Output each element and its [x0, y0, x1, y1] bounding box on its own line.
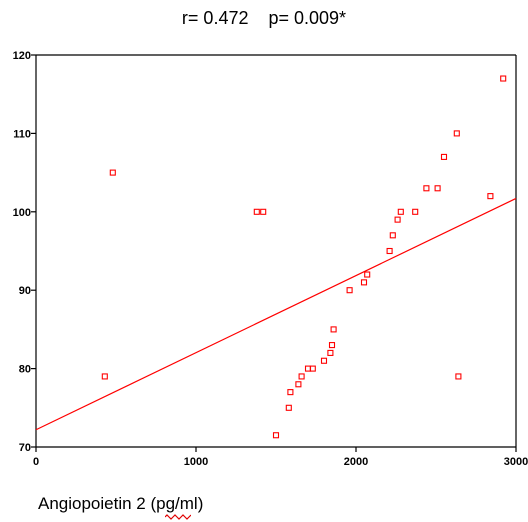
x-tick-label: 2000 [344, 456, 368, 468]
data-point [500, 75, 507, 82]
data-point [360, 279, 368, 286]
axes [35, 54, 517, 448]
x-tick-label: 3000 [504, 456, 528, 468]
spellcheck-squiggle [165, 514, 191, 520]
data-point [455, 373, 462, 380]
data-point [327, 349, 334, 356]
y-tick-label: 80 [19, 364, 31, 376]
data-point [285, 404, 292, 411]
data-point [364, 271, 371, 278]
regression-layer [35, 197, 517, 431]
data-point [434, 185, 441, 192]
data-point [386, 247, 393, 255]
chart-title: r= 0.472 p= 0.009* [181, 8, 347, 28]
tick-layer: 0 1000 2000 3000 70 80 90 100 110 120 [13, 50, 528, 468]
y-tick-label: 100 [13, 207, 31, 219]
data-point [397, 208, 404, 215]
data-point [109, 169, 116, 176]
points-layer [101, 75, 507, 439]
data-point [295, 381, 302, 388]
y-tick-label: 120 [13, 50, 31, 62]
x-tick-label: 1000 [184, 456, 208, 468]
x-tick-label: 0 [33, 456, 39, 468]
data-point [260, 208, 267, 215]
data-point [389, 232, 396, 239]
data-point [423, 185, 430, 192]
data-point [330, 326, 337, 333]
data-point [320, 357, 328, 364]
data-point [412, 208, 419, 215]
data-point [253, 208, 260, 215]
data-point [298, 373, 305, 380]
x-axis-label: Angiopoietin 2 (pg/ml) [38, 494, 204, 513]
data-point [440, 153, 448, 160]
data-point [287, 389, 294, 396]
data-point [394, 216, 401, 223]
data-point [453, 130, 460, 137]
data-point [328, 342, 336, 349]
regression-line [35, 197, 517, 431]
y-tick-label: 110 [13, 128, 31, 140]
data-point [487, 193, 494, 200]
y-tick-label: 90 [19, 285, 31, 297]
y-tick-label: 70 [19, 442, 31, 454]
data-point [346, 287, 353, 294]
data-point [101, 373, 108, 380]
data-point [272, 432, 280, 439]
data-point [309, 365, 316, 372]
